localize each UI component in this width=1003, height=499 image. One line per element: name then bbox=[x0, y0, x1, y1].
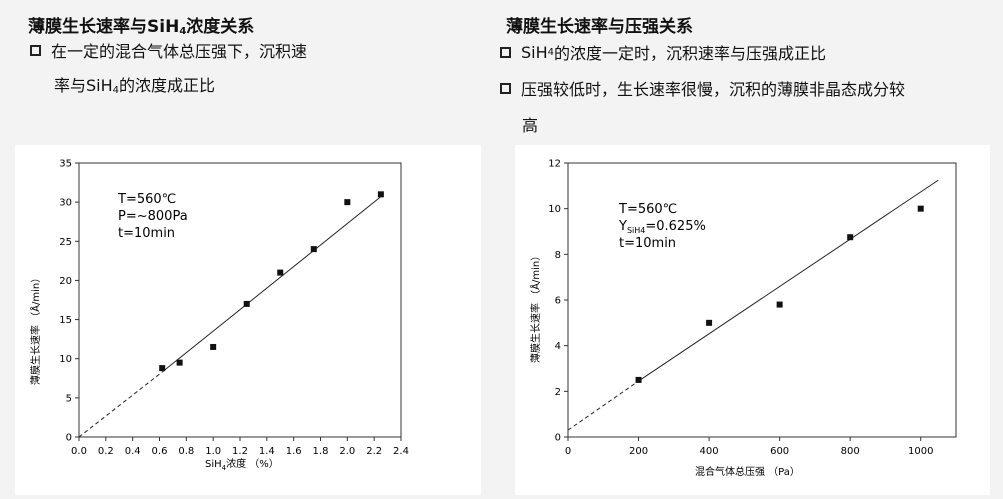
x-tick-label: 2.2 bbox=[366, 446, 382, 457]
x-tick-label: 0.8 bbox=[178, 446, 194, 457]
right-bullet-2-cont: 高 bbox=[522, 116, 539, 135]
y-tick-label: 25 bbox=[59, 237, 72, 248]
square-bullet-icon bbox=[500, 46, 511, 58]
data-point bbox=[377, 191, 384, 198]
fit-line bbox=[638, 179, 939, 382]
x-axis-label: SiH4浓度 （%） bbox=[205, 457, 279, 472]
x-axis-label: 混合气体总压强 （Pa） bbox=[695, 465, 800, 478]
plot-frame bbox=[78, 162, 402, 438]
x-tick-label: 800 bbox=[841, 446, 860, 457]
left-bullet-1-cont: 率与SiH4的浓度成正比 bbox=[54, 76, 216, 96]
right-bullet-2: 压强较低时，生长速率很慢，沉积的薄膜非晶态成分较 bbox=[500, 76, 905, 100]
data-point bbox=[176, 359, 183, 366]
data-point bbox=[277, 269, 284, 276]
data-point bbox=[776, 301, 783, 308]
y-tick-label: 2 bbox=[555, 387, 561, 398]
y-axis-label: 薄膜生长速率 （Å/min） bbox=[29, 273, 42, 385]
y-tick-label: 30 bbox=[59, 198, 72, 209]
annotation-time: t=10min bbox=[118, 226, 175, 241]
x-tick-label: 2.0 bbox=[339, 446, 355, 457]
x-tick-label: 1.2 bbox=[232, 446, 248, 457]
y-tick-label: 4 bbox=[555, 341, 561, 352]
x-tick-label: 400 bbox=[700, 446, 719, 457]
fit-line bbox=[161, 196, 382, 373]
left-bullet-1: 在一定的混合气体总压强下，沉积速 bbox=[30, 38, 307, 62]
x-tick-label: 0.2 bbox=[98, 446, 114, 457]
y-tick-label: 20 bbox=[59, 276, 72, 287]
left-title: 薄膜生长速率与SiH4浓度关系 bbox=[28, 17, 255, 37]
data-point bbox=[159, 365, 166, 372]
annotation-temp: T=560℃ bbox=[618, 202, 677, 217]
x-tick-label: 1.6 bbox=[286, 446, 302, 457]
x-tick-label: 1.0 bbox=[205, 446, 221, 457]
annotation-concentration: YSiH4=0.625% bbox=[618, 219, 706, 235]
extrapolation-dashed-line bbox=[78, 371, 163, 438]
y-tick-label: 0 bbox=[555, 433, 561, 444]
data-point bbox=[917, 205, 924, 212]
right-chart-panel: 0 200 400 600 800 1000 0 2 4 6 8 10 12 T=560℃ YSiH4… bbox=[515, 145, 990, 495]
square-bullet-icon bbox=[500, 82, 511, 94]
data-point bbox=[847, 234, 854, 241]
y-tick-label: 10 bbox=[59, 354, 72, 365]
annotation-pressure: P=~800Pa bbox=[118, 209, 188, 224]
data-point bbox=[310, 246, 317, 253]
data-point bbox=[344, 199, 351, 206]
extrapolation-dashed-line bbox=[567, 380, 639, 431]
x-tick-label: 1.4 bbox=[259, 446, 275, 457]
square-bullet-icon bbox=[30, 44, 41, 56]
x-tick-label: 1000 bbox=[908, 446, 933, 457]
y-tick-label: 6 bbox=[555, 296, 561, 307]
left-chart-panel: 0.0 0.2 0.4 0.6 0.8 1.0 1.2 1.4 1.6 1.8 2.0 2.2 2.4 … bbox=[15, 145, 481, 495]
right-title: 薄膜生长速率与压强关系 bbox=[506, 17, 693, 37]
data-point bbox=[210, 343, 217, 350]
data-point bbox=[706, 319, 713, 326]
right-bullet-1: SiH 4 的浓度一定时，沉积速率与压强成正比 bbox=[500, 40, 826, 64]
left-chart: 0.0 0.2 0.4 0.6 0.8 1.0 1.2 1.4 1.6 1.8 2.0 2.2 2.4 … bbox=[29, 159, 409, 473]
y-tick-label: 15 bbox=[59, 315, 72, 326]
annotation-time: t=10min bbox=[619, 236, 676, 251]
data-point bbox=[635, 376, 642, 383]
data-point bbox=[243, 300, 250, 307]
x-tick-label: 1.8 bbox=[313, 446, 329, 457]
x-tick-label: 200 bbox=[629, 446, 648, 457]
y-tick-label: 10 bbox=[548, 204, 561, 215]
x-tick-label: 0 bbox=[565, 446, 571, 457]
plot-frame bbox=[567, 162, 957, 438]
y-tick-label: 0 bbox=[66, 433, 72, 444]
x-tick-label: 600 bbox=[770, 446, 789, 457]
y-tick-label: 5 bbox=[66, 393, 72, 404]
x-tick-label: 2.4 bbox=[393, 446, 409, 457]
y-tick-label: 35 bbox=[59, 159, 72, 170]
y-axis-label: 薄膜生长速率 （Å/min） bbox=[529, 251, 542, 363]
x-tick-label: 0.6 bbox=[152, 446, 168, 457]
right-chart: 0 200 400 600 800 1000 0 2 4 6 8 10 12 T=560℃ YSiH4… bbox=[529, 159, 957, 478]
x-tick-label: 0.4 bbox=[125, 446, 141, 457]
y-tick-label: 8 bbox=[555, 250, 561, 261]
y-tick-label: 12 bbox=[548, 159, 561, 170]
annotation-temp: T=560℃ bbox=[117, 192, 176, 207]
x-tick-label: 0.0 bbox=[71, 446, 87, 457]
